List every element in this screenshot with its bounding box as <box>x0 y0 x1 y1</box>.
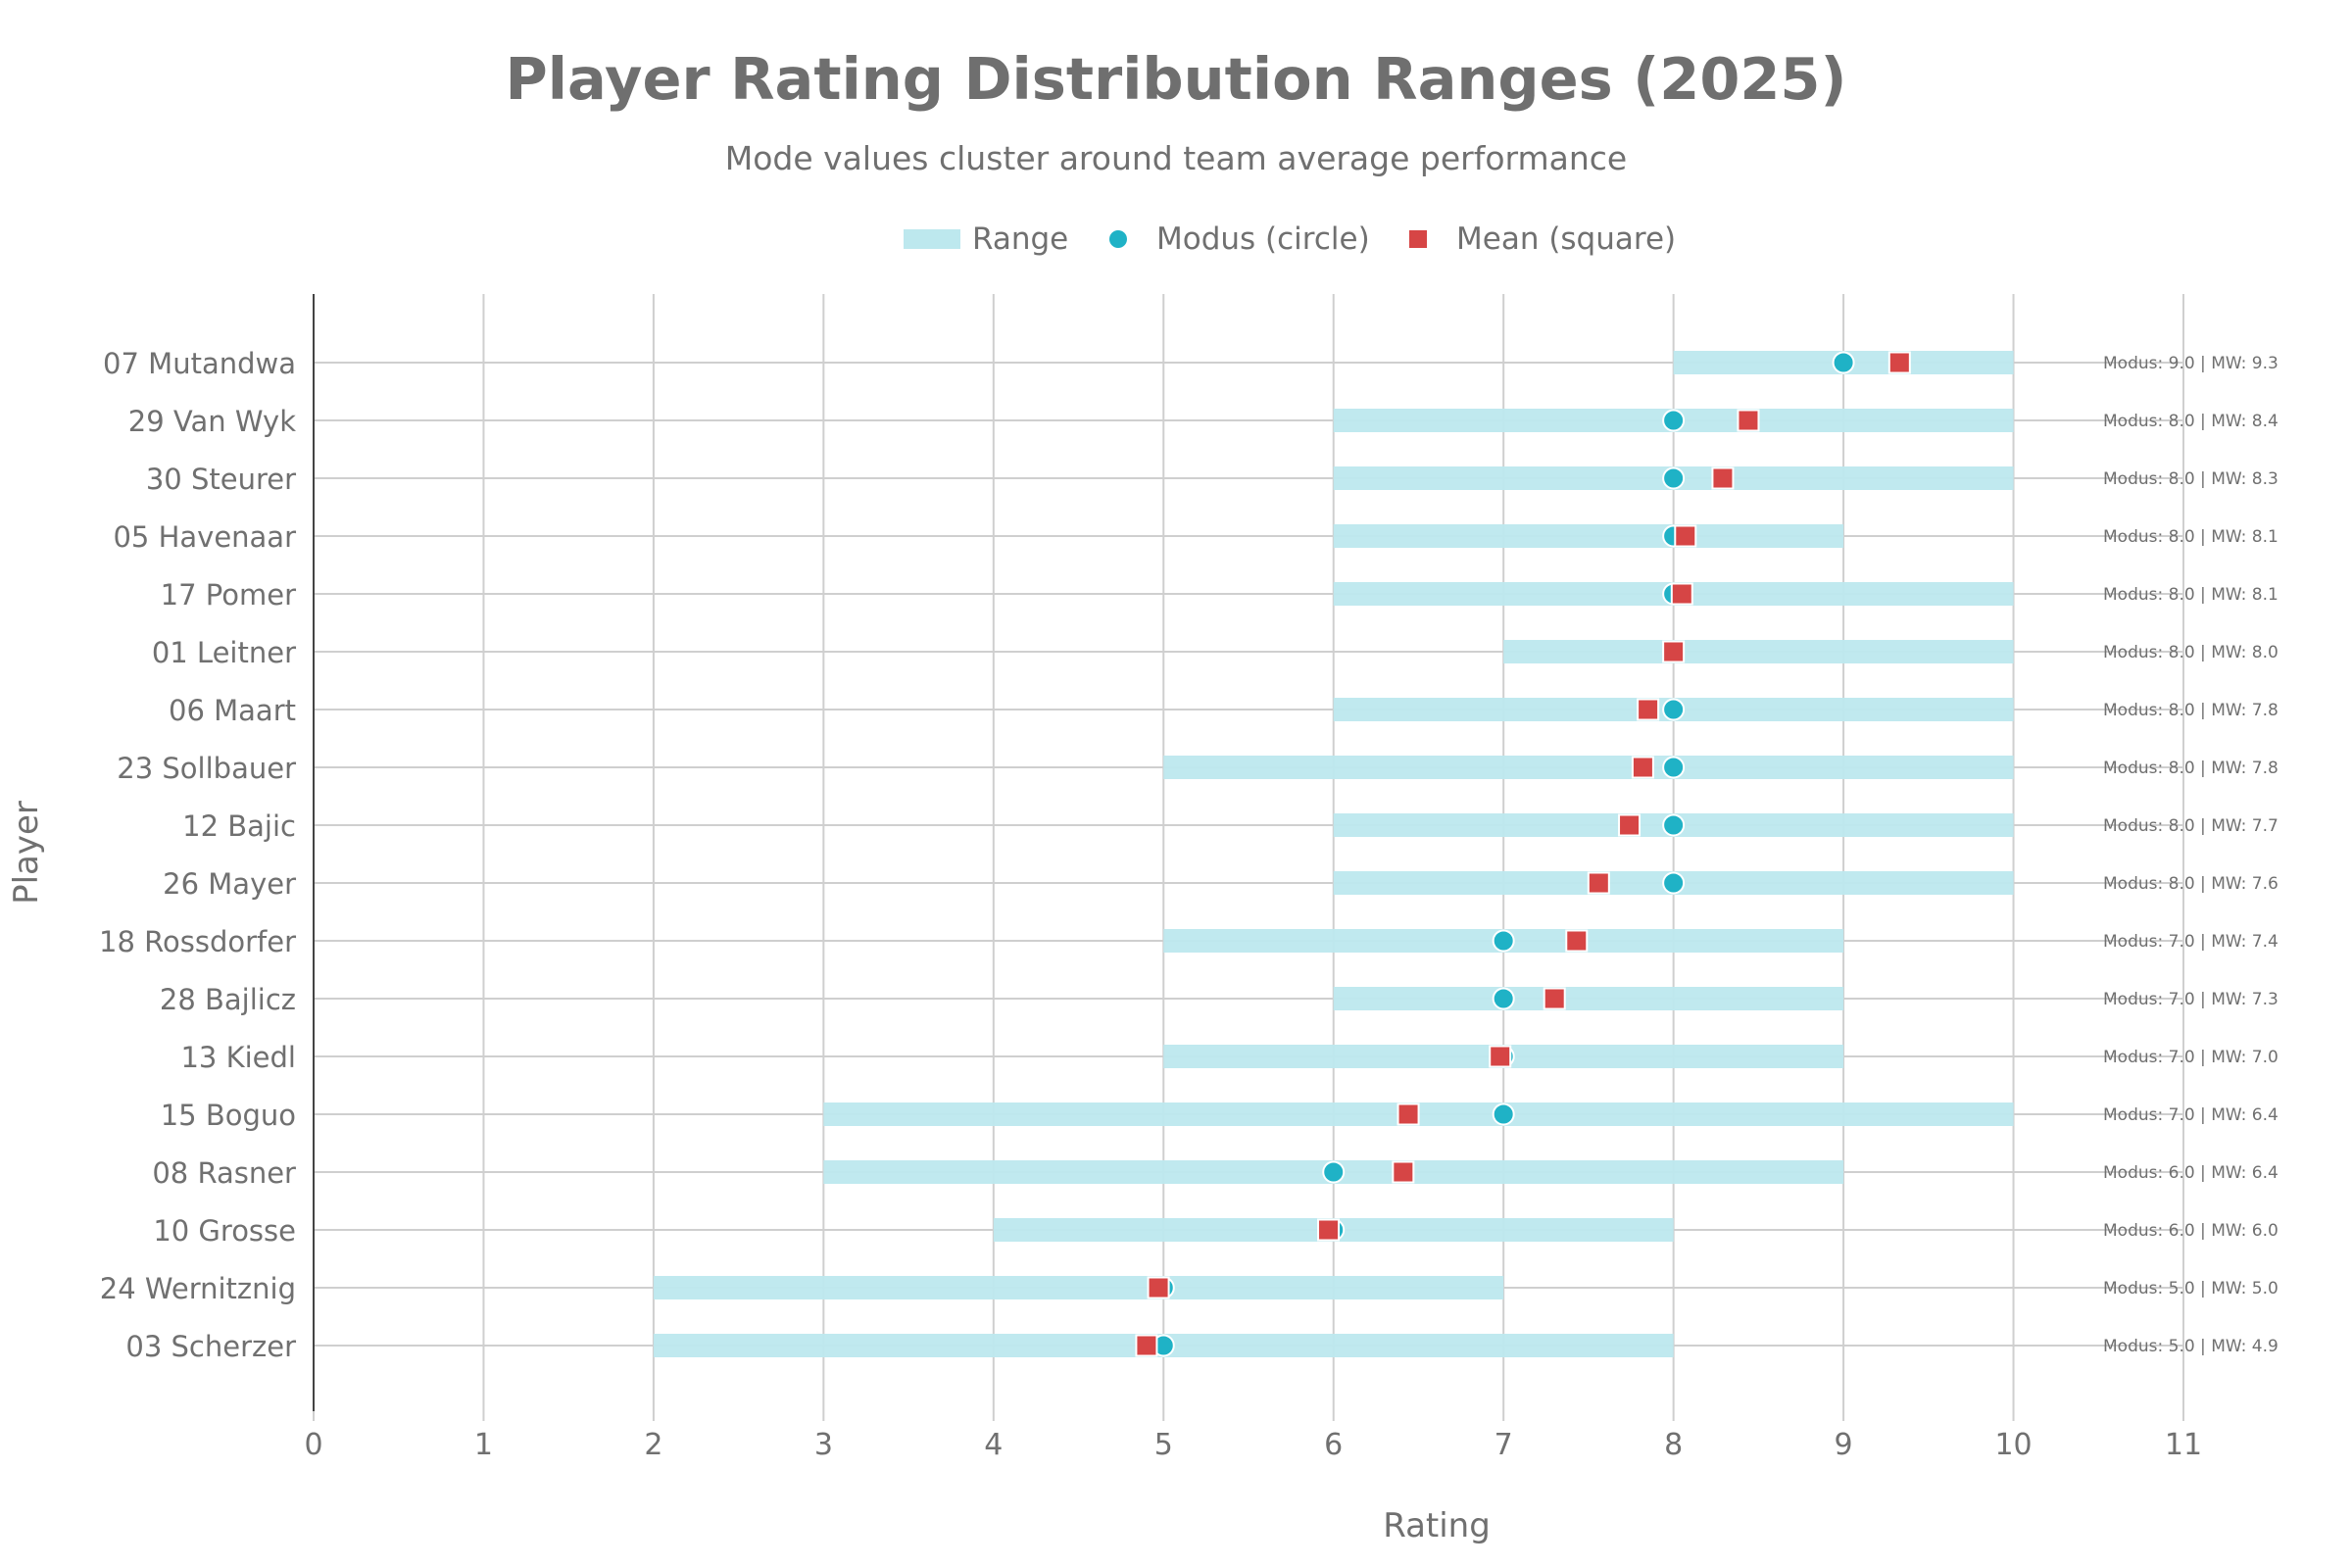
range-bar <box>653 1276 1504 1299</box>
row-annotation: Modus: 8.0 | MW: 8.1 <box>2103 527 2278 547</box>
player-label: 01 Leitner <box>152 636 296 669</box>
modus-point <box>1662 756 1686 779</box>
mean-point <box>1637 698 1660 721</box>
row-annotation: Modus: 8.0 | MW: 7.8 <box>2103 701 2278 720</box>
row-annotation: Modus: 9.0 | MW: 9.3 <box>2103 354 2278 373</box>
player-label: 26 Mayer <box>163 867 296 901</box>
row-annotation: Modus: 8.0 | MW: 7.6 <box>2103 874 2278 894</box>
row-annotation: Modus: 8.0 | MW: 8.3 <box>2103 469 2278 489</box>
range-bar <box>1503 640 2014 663</box>
row-annotation: Modus: 8.0 | MW: 8.1 <box>2103 585 2278 605</box>
mean-point <box>1392 1160 1415 1184</box>
mean-point <box>1565 929 1589 953</box>
legend-item-modus[interactable]: Modus (circle) <box>1109 218 1370 261</box>
x-tick-label: 0 <box>304 1428 322 1462</box>
mean-point <box>1674 524 1697 548</box>
legend-item-mean[interactable]: Mean (square) <box>1409 218 1676 261</box>
row-annotation: Modus: 7.0 | MW: 7.0 <box>2103 1048 2278 1067</box>
row-annotation: Modus: 7.0 | MW: 7.4 <box>2103 932 2278 952</box>
x-tick-label: 6 <box>1324 1428 1343 1462</box>
mean-point <box>1670 582 1693 606</box>
legend-item-range[interactable]: Range <box>904 218 1068 261</box>
player-label: 24 Wernitznig <box>100 1272 296 1305</box>
player-label: 08 Rasner <box>152 1156 296 1190</box>
modus-point <box>1492 1102 1515 1126</box>
player-label: 29 Van Wyk <box>128 405 296 438</box>
chart-subtitle: Mode values cluster around team average … <box>724 139 1628 177</box>
player-label: 05 Havenaar <box>113 520 296 554</box>
row-annotation: Modus: 8.0 | MW: 8.0 <box>2103 643 2278 662</box>
range-bar <box>1163 756 2014 779</box>
mean-point <box>1489 1045 1512 1068</box>
mean-point <box>1147 1276 1170 1299</box>
mean-point <box>1396 1102 1420 1126</box>
row-annotation: Modus: 6.0 | MW: 6.4 <box>2103 1163 2278 1183</box>
range-bar <box>1333 987 1844 1010</box>
legend-label-range: Range <box>972 221 1069 257</box>
player-label: 12 Bajic <box>182 809 296 843</box>
player-label: 06 Maart <box>169 694 296 727</box>
modus-point <box>1662 813 1686 837</box>
x-tick-label: 5 <box>1154 1428 1173 1462</box>
row-annotation: Modus: 6.0 | MW: 6.0 <box>2103 1221 2278 1241</box>
player-label: 30 Steurer <box>146 463 296 496</box>
row-annotation: Modus: 5.0 | MW: 4.9 <box>2103 1337 2278 1356</box>
x-tick-label: 9 <box>1835 1428 1853 1462</box>
mean-point <box>1543 987 1566 1010</box>
mean-point <box>1587 871 1610 895</box>
player-label: 03 Scherzer <box>125 1330 296 1363</box>
range-bar <box>1333 524 1844 548</box>
legend-label-mean: Mean (square) <box>1456 221 1677 257</box>
row-annotation: Modus: 7.0 | MW: 6.4 <box>2103 1105 2278 1125</box>
mean-point <box>1662 640 1686 663</box>
x-axis-title: Rating <box>1383 1506 1491 1545</box>
player-label: 13 Kiedl <box>180 1041 296 1074</box>
row-annotation: Modus: 8.0 | MW: 7.8 <box>2103 759 2278 778</box>
player-label: 17 Pomer <box>161 578 296 612</box>
mean-point <box>1711 466 1735 490</box>
mean-point <box>1887 351 1911 374</box>
row-annotation: Modus: 5.0 | MW: 5.0 <box>2103 1279 2278 1298</box>
x-tick-label: 7 <box>1494 1428 1513 1462</box>
legend-label-modus: Modus (circle) <box>1156 221 1370 257</box>
x-tick-label: 11 <box>2165 1428 2202 1462</box>
modus-point <box>1662 698 1686 721</box>
modus-point <box>1322 1160 1346 1184</box>
player-label: 07 Mutandwa <box>103 347 296 380</box>
modus-point <box>1662 871 1686 895</box>
x-tick-label: 1 <box>474 1428 493 1462</box>
modus-point <box>1492 929 1515 953</box>
row-annotation: Modus: 8.0 | MW: 7.7 <box>2103 816 2278 836</box>
mean-point <box>1317 1218 1341 1242</box>
mean-point <box>1631 756 1654 779</box>
legend-swatch-range <box>904 229 960 249</box>
row-annotation: Modus: 7.0 | MW: 7.3 <box>2103 990 2278 1009</box>
mean-point <box>1135 1334 1158 1357</box>
legend-swatch-square <box>1409 230 1427 248</box>
mean-point <box>1618 813 1642 837</box>
chart-title: Player Rating Distribution Ranges (2025) <box>505 45 1847 113</box>
y-axis-title: Player <box>7 801 46 905</box>
legend-swatch-circle <box>1109 230 1127 248</box>
player-label: 23 Sollbauer <box>117 752 296 785</box>
x-tick-label: 2 <box>644 1428 662 1462</box>
player-label: 28 Bajlicz <box>160 983 296 1016</box>
x-tick-label: 8 <box>1664 1428 1683 1462</box>
row-annotation: Modus: 8.0 | MW: 8.4 <box>2103 412 2278 431</box>
modus-point <box>1662 466 1686 490</box>
x-tick-label: 10 <box>1994 1428 2032 1462</box>
player-label: 10 Grosse <box>153 1214 296 1248</box>
x-tick-label: 3 <box>814 1428 833 1462</box>
mean-point <box>1737 409 1760 432</box>
modus-point <box>1492 987 1515 1010</box>
player-label: 15 Boguo <box>161 1099 296 1132</box>
modus-point <box>1662 409 1686 432</box>
x-tick-label: 4 <box>984 1428 1003 1462</box>
player-label: 18 Rossdorfer <box>99 925 296 958</box>
legend: Range Modus (circle) Mean (square) <box>0 218 2352 261</box>
modus-point <box>1832 351 1855 374</box>
